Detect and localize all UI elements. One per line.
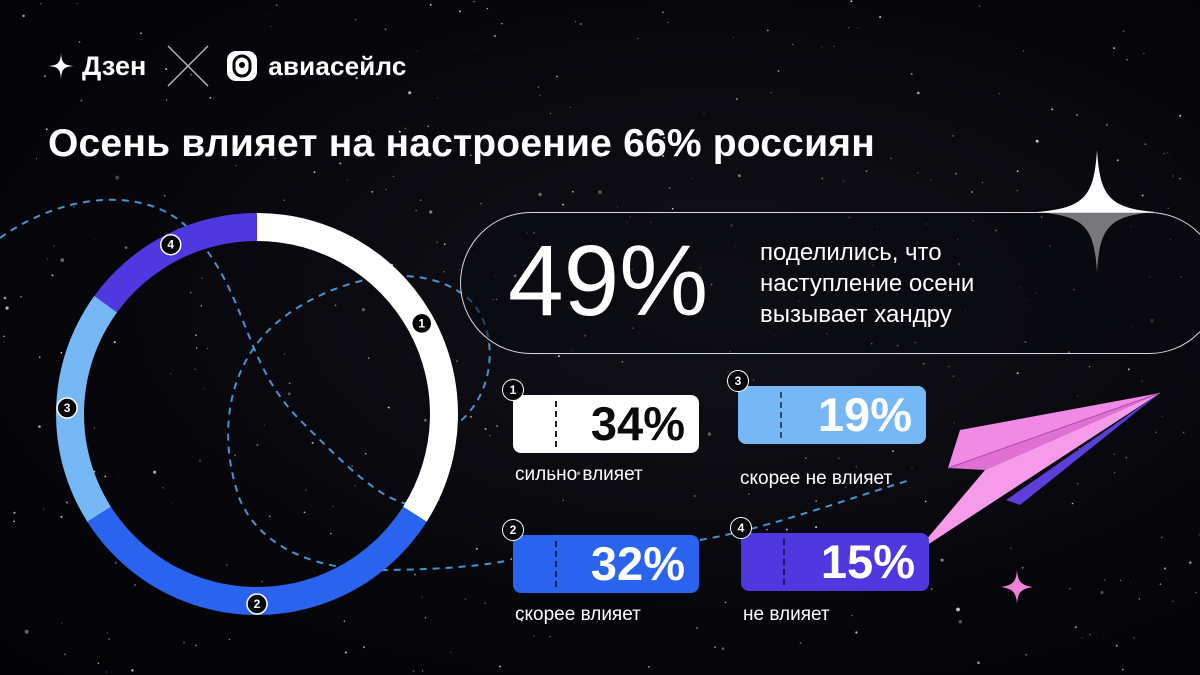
highlight-line-3: вызывает хандру [760, 301, 952, 328]
legend-value-3: 19% [817, 388, 912, 441]
donut-chart: 1 2 3 4 [56, 213, 458, 615]
dzen-logo: Дзен [48, 51, 146, 82]
dzen-star-icon [48, 53, 74, 79]
highlight-text: поделились, что наступление осени вызыва… [760, 237, 1090, 330]
legend-ticket-4: 15% [741, 533, 929, 591]
donut-marker-label-4: 4 [167, 238, 174, 252]
ticket-perforation [555, 401, 557, 447]
ticket-perforation [780, 392, 782, 438]
donut-marker-label-3: 3 [64, 401, 71, 415]
donut-slice-1 [257, 213, 458, 522]
legend-ticket-3: 19% [738, 386, 926, 444]
aviasales-brand-name: авиасейлс [268, 50, 407, 81]
legend-ticket-1: 34% [513, 395, 699, 453]
legend-marker-3: 3 [727, 370, 749, 392]
donut-slice-2 [87, 506, 427, 615]
highlight-value: 49% [508, 225, 709, 337]
logo-row: Дзен авиасейлс [48, 45, 407, 87]
dzen-brand-name: Дзен [82, 50, 147, 81]
legend-value-4: 15% [820, 535, 915, 588]
ticket-perforation [555, 541, 557, 587]
donut-marker-label-1: 1 [418, 316, 425, 330]
small-sparkle-icon [1001, 570, 1033, 604]
legend-ticket-2: 32% [513, 535, 699, 593]
cross-icon [167, 45, 209, 87]
legend-label-3: скорее не влияет [740, 468, 893, 489]
sparkle-icon [1037, 150, 1155, 272]
donut-slice-3 [56, 295, 118, 522]
legend-marker-1: 1 [502, 379, 524, 401]
donut-slice-4 [94, 213, 258, 313]
aviasales-logo: авиасейлс [226, 50, 406, 82]
legend-label-4: не влияет [743, 604, 830, 625]
legend-label-2: скорее влияет [515, 604, 641, 625]
legend-value-2: 32% [590, 537, 685, 590]
donut-marker-3 [56, 397, 78, 419]
aviasales-badge-icon [227, 51, 258, 81]
donut-marker-label-2: 2 [254, 597, 261, 611]
paper-plane-icon [915, 392, 1161, 553]
page-title: Осень влияет на настроение 66% россиян [48, 122, 875, 165]
legend-value-1: 34% [590, 397, 685, 450]
highlight-line-1: поделились, что [760, 239, 942, 266]
donut-marker-1 [410, 312, 433, 335]
legend-marker-2: 2 [502, 519, 524, 541]
highlight-pill [460, 212, 1200, 354]
legend-marker-4: 4 [730, 517, 752, 539]
legend-label-1: сильно влияет [515, 464, 643, 485]
highlight-line-2: наступление осени [760, 270, 975, 297]
donut-marker-2 [246, 593, 268, 615]
ticket-perforation [783, 539, 785, 585]
donut-marker-4 [159, 233, 182, 256]
